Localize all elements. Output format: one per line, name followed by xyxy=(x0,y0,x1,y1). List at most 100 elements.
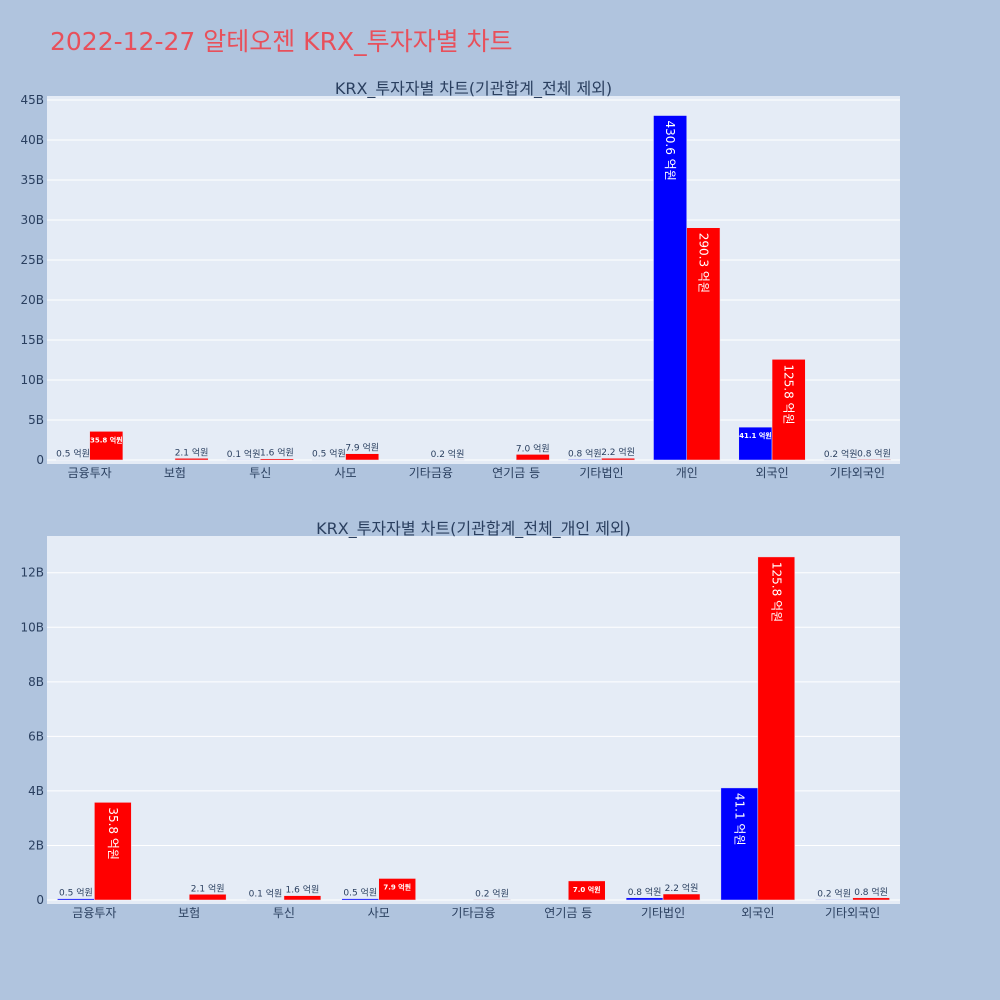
x-tick-label: 연기금 등 xyxy=(492,466,540,480)
data-label: 41.1 억원 xyxy=(739,431,772,440)
y-tick-label: 10B xyxy=(20,373,44,387)
chart-2: 0 2B 4B 6B 8B 10B 12B KRX_투자자별 차트(기관합계_전체_개인 제외… xyxy=(20,519,900,920)
x-tick-label: 사모 xyxy=(335,466,357,480)
bar xyxy=(738,426,773,461)
y-tick-label: 6B xyxy=(28,729,44,743)
y-tick-label: 4B xyxy=(28,784,44,798)
y-tick-label: 0 xyxy=(36,453,44,467)
data-label: 0.5 억원 xyxy=(56,448,90,460)
data-label: 0.2 억원 xyxy=(431,448,465,460)
y-tick-label: 25B xyxy=(20,253,44,267)
bar xyxy=(568,880,606,901)
data-label: 35.8 억원 xyxy=(90,435,123,444)
x-tick-label: 보험 xyxy=(178,906,200,920)
x-tick-label: 개인 xyxy=(676,466,698,480)
y-tick-label: 35B xyxy=(20,173,44,187)
chart-1: 0 5B 10B 15B 20B 25B 30B 35B 40B 45B KRX_투자자별 차트(기… xyxy=(20,79,900,480)
data-label: 2.2 억원 xyxy=(665,882,699,894)
data-label: 0.5 억원 xyxy=(59,887,93,899)
bar xyxy=(857,459,891,461)
bar xyxy=(515,454,550,461)
x-tick-label: 연기금 등 xyxy=(544,906,592,920)
page-title: 2022-12-27 알테오젠 KRX_투자자별 차트 xyxy=(50,27,513,56)
data-label: 0.5 억원 xyxy=(312,448,346,460)
bar xyxy=(686,227,721,461)
bar xyxy=(625,897,664,901)
bar xyxy=(815,899,853,901)
x-tick-label: 기타외국인 xyxy=(825,906,880,920)
y-tick-label: 8B xyxy=(28,675,44,689)
bar xyxy=(283,895,322,901)
data-label: 2.1 억원 xyxy=(191,882,225,894)
y-tick-label: 20B xyxy=(20,293,44,307)
data-label: 0.1 억원 xyxy=(249,888,283,900)
y-tick-label: 45B xyxy=(20,93,44,107)
data-label: 125.8 억원 xyxy=(769,562,783,622)
y-tick-label: 12B xyxy=(20,566,44,580)
bar xyxy=(89,431,124,461)
bar xyxy=(378,878,416,901)
bar xyxy=(473,899,511,901)
bar xyxy=(771,359,806,461)
data-label: 7.0 억원 xyxy=(516,442,550,454)
plot-area xyxy=(47,96,900,464)
bar xyxy=(662,893,701,901)
data-label: 0.8 억원 xyxy=(854,886,888,898)
bar xyxy=(345,453,380,461)
x-tick-label: 외국인 xyxy=(755,466,788,480)
data-label: 430.6 억원 xyxy=(663,121,677,181)
data-label: 125.8 억원 xyxy=(782,364,796,424)
data-label: 2.2 억원 xyxy=(601,446,635,458)
x-tick-label: 기타법인 xyxy=(579,466,623,480)
bar xyxy=(653,115,687,461)
data-label: 2.1 억원 xyxy=(175,446,209,458)
bar xyxy=(601,457,635,461)
y-tick-label: 0 xyxy=(36,893,44,907)
data-label: 0.8 억원 xyxy=(628,886,662,898)
data-label: 1.6 억원 xyxy=(286,884,320,896)
y-tick-label: 40B xyxy=(20,133,44,147)
bar xyxy=(174,458,209,461)
data-label: 0.5 억원 xyxy=(343,887,377,899)
x-tick-label: 기타금융 xyxy=(451,906,495,920)
x-tick-label: 기타금융 xyxy=(409,466,453,480)
x-tick-label: 외국인 xyxy=(741,906,774,920)
data-label: 35.8 억원 xyxy=(106,807,120,860)
data-label: 0.8 억원 xyxy=(857,447,891,459)
bar xyxy=(341,898,379,901)
x-tick-label: 금융투자 xyxy=(72,906,116,920)
data-label: 7.9 억원 xyxy=(383,882,411,891)
y-tick-label: 15B xyxy=(20,333,44,347)
data-label: 290.3 억원 xyxy=(696,233,710,293)
data-label: 7.9 억원 xyxy=(345,442,379,454)
bar xyxy=(57,898,95,901)
bar xyxy=(260,458,294,461)
y-tick-label: 5B xyxy=(28,413,44,427)
bar xyxy=(94,802,132,901)
x-tick-label: 기타법인 xyxy=(641,906,685,920)
bar xyxy=(567,459,602,461)
x-tick-label: 보험 xyxy=(164,466,186,480)
data-label: 0.2 억원 xyxy=(475,887,509,899)
x-tick-label: 금융투자 xyxy=(68,466,112,480)
data-label: 41.1 억원 xyxy=(732,793,746,846)
bar xyxy=(720,787,759,901)
chart-title: KRX_투자자별 차트(기관합계_전체 제외) xyxy=(335,79,612,99)
x-tick-label: 투신 xyxy=(249,466,271,480)
y-tick-label: 30B xyxy=(20,213,44,227)
bar xyxy=(188,894,227,901)
y-tick-label: 2B xyxy=(28,838,44,852)
x-tick-label: 기타외국인 xyxy=(830,466,885,480)
y-tick-label: 10B xyxy=(20,620,44,634)
data-label: 0.2 억원 xyxy=(824,448,858,460)
data-label: 0.2 억원 xyxy=(817,887,851,899)
data-label: 0.8 억원 xyxy=(568,447,602,459)
x-tick-label: 투신 xyxy=(273,906,295,920)
bar xyxy=(852,897,890,901)
data-label: 0.1 억원 xyxy=(227,448,261,460)
bar xyxy=(757,556,796,901)
data-label: 7.0 억원 xyxy=(573,885,601,894)
data-label: 1.6 억원 xyxy=(260,447,294,459)
chart-title: KRX_투자자별 차트(기관합계_전체_개인 제외) xyxy=(316,519,631,539)
